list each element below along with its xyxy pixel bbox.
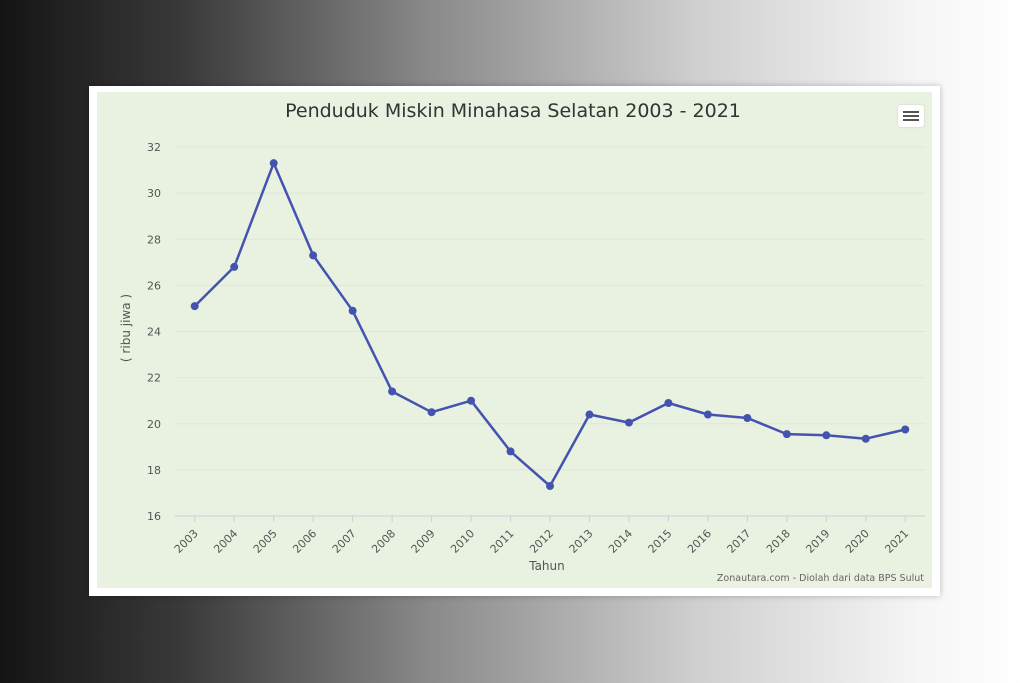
data-point[interactable] bbox=[309, 251, 318, 260]
chart-panel: Penduduk Miskin Minahasa Selatan 2003 - … bbox=[97, 92, 932, 588]
chart-menu-button[interactable] bbox=[898, 105, 924, 127]
x-tick-label: 2015 bbox=[646, 527, 675, 556]
data-point[interactable] bbox=[664, 398, 673, 407]
x-tick-label: 2005 bbox=[251, 527, 280, 556]
data-point[interactable] bbox=[743, 413, 752, 422]
data-point[interactable] bbox=[624, 418, 633, 427]
chart-frame: Penduduk Miskin Minahasa Selatan 2003 - … bbox=[89, 86, 940, 596]
x-tick-label: 2008 bbox=[369, 527, 398, 556]
x-tick-label: 2021 bbox=[882, 527, 911, 556]
data-point[interactable] bbox=[782, 430, 791, 439]
y-tick-labels: 16 18 20 22 24 26 28 30 32 bbox=[147, 141, 161, 523]
data-point[interactable] bbox=[190, 302, 199, 311]
x-tick-label: 2019 bbox=[803, 527, 832, 556]
data-points bbox=[190, 159, 910, 491]
y-tick-label: 16 bbox=[147, 510, 161, 523]
data-point[interactable] bbox=[388, 387, 397, 396]
data-point[interactable] bbox=[269, 159, 278, 168]
x-tick-label: 2012 bbox=[527, 527, 556, 556]
chart-credits: Zonautara.com - Diolah dari data BPS Sul… bbox=[717, 573, 924, 584]
y-tick-label: 32 bbox=[147, 141, 161, 154]
y-tick-label: 28 bbox=[147, 233, 161, 246]
x-tick-label: 2017 bbox=[724, 527, 753, 556]
x-tick-label: 2016 bbox=[685, 527, 714, 556]
y-tick-label: 30 bbox=[147, 187, 161, 200]
data-point[interactable] bbox=[585, 410, 594, 419]
y-tick-label: 26 bbox=[147, 279, 161, 292]
data-point[interactable] bbox=[861, 434, 870, 443]
hamburger-menu-icon bbox=[903, 111, 919, 113]
data-point[interactable] bbox=[822, 431, 831, 440]
x-tick-label: 2014 bbox=[606, 527, 635, 556]
data-point[interactable] bbox=[901, 425, 910, 434]
x-tick-label: 2013 bbox=[567, 527, 596, 556]
x-tick-label: 2004 bbox=[211, 527, 240, 556]
x-tick-label: 2007 bbox=[330, 527, 359, 556]
x-tick-labels: 2003 2004 2005 2006 2007 2008 2009 2010 2011 2012… bbox=[172, 516, 911, 556]
y-axis-title: ( ribu jiwa ) bbox=[119, 294, 133, 362]
x-tick-label: 2018 bbox=[764, 527, 793, 556]
y-tick-label: 20 bbox=[147, 418, 161, 431]
x-tick-label: 2011 bbox=[488, 527, 517, 556]
x-tick-label: 2020 bbox=[843, 527, 872, 556]
data-point[interactable] bbox=[427, 408, 436, 417]
line-chart: Penduduk Miskin Minahasa Selatan 2003 - … bbox=[119, 100, 925, 584]
x-tick-label: 2006 bbox=[290, 527, 319, 556]
chart-title: Penduduk Miskin Minahasa Selatan 2003 - … bbox=[285, 100, 741, 122]
data-point[interactable] bbox=[703, 410, 712, 419]
y-tick-label: 22 bbox=[147, 372, 161, 385]
y-tick-label: 24 bbox=[147, 326, 161, 339]
data-point[interactable] bbox=[230, 262, 239, 271]
data-point[interactable] bbox=[348, 306, 357, 315]
data-point[interactable] bbox=[467, 396, 476, 405]
y-tick-label: 18 bbox=[147, 464, 161, 477]
x-tick-label: 2003 bbox=[172, 527, 201, 556]
x-axis-title: Tahun bbox=[528, 559, 565, 573]
data-point[interactable] bbox=[546, 482, 554, 491]
grid-lines bbox=[175, 146, 925, 517]
x-tick-label: 2010 bbox=[448, 527, 477, 556]
series-line bbox=[193, 161, 906, 488]
x-tick-label: 2009 bbox=[409, 527, 438, 556]
data-point[interactable] bbox=[506, 447, 515, 456]
